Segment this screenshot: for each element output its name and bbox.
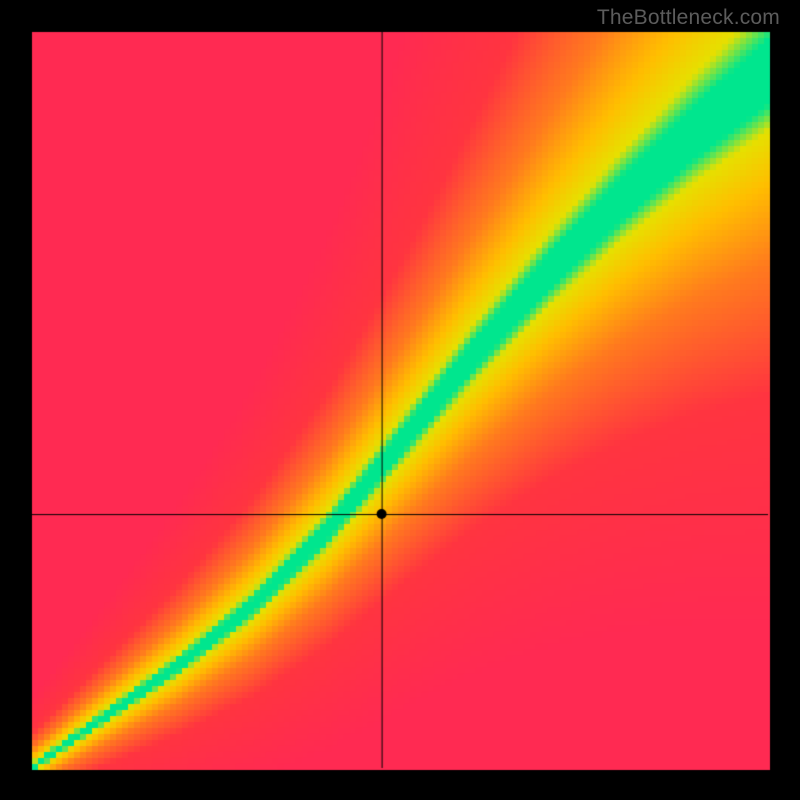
watermark-text: TheBottleneck.com	[597, 6, 780, 30]
heatmap-chart	[0, 0, 800, 800]
